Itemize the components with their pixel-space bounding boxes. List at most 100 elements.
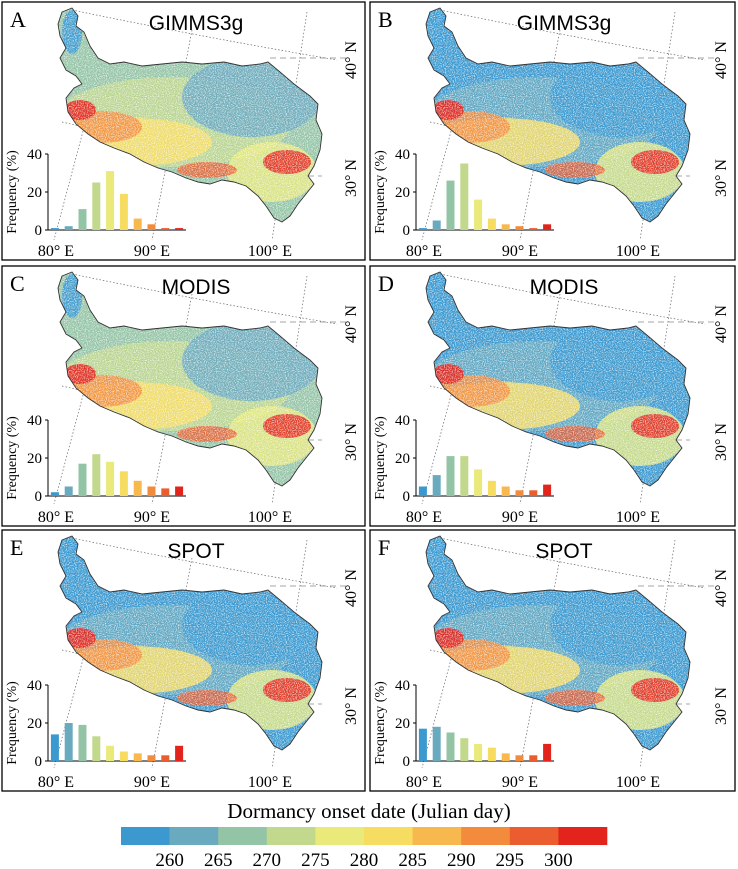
hist-y-tick-label: 0 <box>403 754 411 770</box>
histogram: 0 20 40 Frequency (%) <box>5 678 186 770</box>
panel-letter: E <box>10 535 23 560</box>
lat-label: 40° N <box>343 41 360 79</box>
parallel-line <box>71 9 338 61</box>
lat-label: 30° N <box>343 159 360 197</box>
hist-y-tick-label: 40 <box>27 413 42 429</box>
histogram-bar <box>543 743 552 761</box>
histogram: 0 20 40 Frequency (%) <box>5 413 186 505</box>
histogram-bar <box>78 209 87 230</box>
panel-d: D MODIS 80° E 90° E 100° E 40° N 30° N 0 20 40 Fre… <box>369 265 736 527</box>
histogram-bar <box>446 456 455 496</box>
histogram-bar <box>64 486 73 496</box>
hist-y-tick-label: 40 <box>395 147 410 163</box>
histogram-bar <box>418 486 427 496</box>
histogram-bar <box>501 224 510 230</box>
histogram-bar <box>78 463 87 496</box>
panel-f: F SPOT 80° E 90° E 100° E 40° N 30° N 0 20 40 Freq… <box>369 529 736 792</box>
meridian-line <box>421 587 471 769</box>
colorbar-swatch <box>558 827 608 845</box>
lat-label: 30° N <box>713 687 730 725</box>
lat-label: 40° N <box>343 569 360 607</box>
hist-y-label: Frequency (%) <box>5 681 20 765</box>
histogram-bar <box>133 480 142 496</box>
histogram-bar <box>119 751 128 761</box>
histogram-bar <box>92 182 101 230</box>
colorbar-swatch <box>412 827 462 845</box>
histogram-bar <box>50 734 59 761</box>
colorbar-swatch <box>169 827 219 845</box>
plateau-outline <box>425 271 691 487</box>
meridian-line <box>421 59 471 241</box>
colorbar-swatch <box>218 827 268 845</box>
plateau-outline <box>425 535 691 751</box>
histogram-bar <box>543 224 552 230</box>
histogram-bar <box>78 724 87 761</box>
lon-label: 80° E <box>406 774 442 791</box>
lon-label: 90° E <box>502 509 538 526</box>
hist-y-tick-label: 0 <box>35 489 43 505</box>
colorbar-tick-label: 260 <box>155 850 184 869</box>
histogram-bar <box>460 163 469 230</box>
colorbar-tick-label: 280 <box>350 850 379 869</box>
lat-label: 30° N <box>713 423 730 461</box>
panel-title: MODIS <box>530 276 599 299</box>
colorbar-swatch <box>266 827 316 845</box>
histogram-bar <box>64 723 73 761</box>
lon-label: 100° E <box>616 774 660 791</box>
histogram-bar <box>515 490 524 496</box>
lon-label: 100° E <box>248 243 292 260</box>
panel-e: E SPOT 80° E 90° E 100° E 40° N 30° N 0 20 40 Freq… <box>1 529 366 792</box>
plateau-outline <box>57 7 323 223</box>
meridian-line <box>53 587 103 769</box>
colorbar-swatch <box>364 827 413 845</box>
histogram-bar <box>515 755 524 761</box>
parallel-line <box>439 9 706 61</box>
histogram-bar <box>161 228 170 230</box>
panel-title: SPOT <box>535 540 592 563</box>
lat-label: 30° N <box>343 423 360 461</box>
panel-title: SPOT <box>167 540 224 563</box>
meridian-line <box>53 59 103 241</box>
plateau-outline <box>425 7 691 223</box>
histogram-bar <box>501 486 510 496</box>
histogram-bar <box>432 220 441 230</box>
histogram-bar <box>175 486 184 496</box>
hist-y-tick-label: 0 <box>35 223 43 239</box>
colorbar: Dormancy onset date (Julian day) 260 265 2… <box>121 799 608 869</box>
parallel-line <box>71 273 338 325</box>
histogram-bar <box>106 745 115 761</box>
lon-label: 90° E <box>502 243 538 260</box>
panel-c: C MODIS 80° E 90° E 100° E 40° N 30° N 0 20 40 Fre… <box>1 265 366 527</box>
colorbar-tick-label: 290 <box>447 850 476 869</box>
histogram-bar <box>147 224 156 230</box>
lon-label: 80° E <box>406 509 442 526</box>
hist-y-tick-label: 40 <box>27 147 42 163</box>
hist-y-tick-label: 0 <box>35 754 43 770</box>
colorbar-tick-label: 285 <box>398 850 427 869</box>
parallel-line <box>71 537 338 589</box>
histogram-bar <box>418 728 427 761</box>
colorbar-swatch <box>121 827 170 845</box>
hist-y-tick-label: 20 <box>27 716 42 732</box>
panel-title: GIMMS3g <box>517 12 612 35</box>
hist-y-tick-label: 20 <box>395 716 410 732</box>
histogram-bar <box>529 228 538 230</box>
lon-label: 90° E <box>502 774 538 791</box>
histogram-bar <box>474 469 483 496</box>
lon-label: 80° E <box>38 243 74 260</box>
colorbar-swatch <box>509 827 559 845</box>
panel-letter: D <box>378 271 394 296</box>
lon-label: 100° E <box>248 509 292 526</box>
lat-label: 40° N <box>343 305 360 343</box>
histogram-bar <box>446 180 455 230</box>
panel-title: MODIS <box>162 276 231 299</box>
colorbar-title: Dormancy onset date (Julian day) <box>227 799 510 823</box>
panel-a: A GIMMS3g 80° E 90° E 100° E 40° N 30° N 0 20 40 F… <box>1 1 366 261</box>
hist-y-label: Frequency (%) <box>5 416 20 500</box>
histogram-bar <box>92 736 101 761</box>
histogram-bar <box>175 745 184 761</box>
panel-letter: A <box>10 7 26 32</box>
histogram-bar <box>50 228 59 230</box>
histogram-bar <box>133 753 142 761</box>
